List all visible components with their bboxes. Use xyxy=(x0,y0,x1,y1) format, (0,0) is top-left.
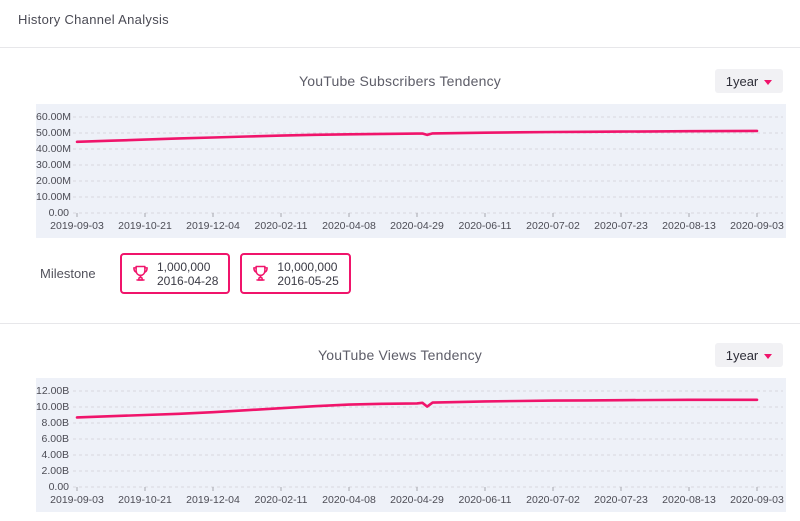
milestone-date: 2016-04-28 xyxy=(157,273,219,288)
page-title: History Channel Analysis xyxy=(18,12,169,27)
x-axis-label: 2020-06-11 xyxy=(458,220,512,232)
views-line-chart[interactable]: 12.00B 10.00B 8.00B 6.00B 4.00B 2.00B 0.00 2019… xyxy=(36,378,786,512)
x-axis-label: 2020-08-13 xyxy=(662,494,716,506)
chevron-down-icon xyxy=(764,79,773,85)
milestone-value: 1,000,000 xyxy=(157,259,211,274)
y-axis-label: 40.00M xyxy=(36,143,72,155)
y-axis-label: 6.00B xyxy=(41,433,69,445)
x-axis-label: 2020-06-11 xyxy=(458,494,512,506)
range-selector-value: 1year xyxy=(725,73,759,89)
header-divider xyxy=(0,47,800,48)
data-series-line xyxy=(75,398,759,419)
x-axis-label: 2019-12-04 xyxy=(186,494,240,506)
subscribers-range-selector[interactable]: 1year xyxy=(715,69,783,93)
y-axis-label: 50.00M xyxy=(36,127,72,139)
subscribers-line-chart[interactable]: 60.00M 50.00M 40.00M 30.00M 20.00M 10.00M 0.00… xyxy=(36,104,786,238)
x-axis-label: 2020-07-23 xyxy=(594,494,648,506)
data-series-line xyxy=(75,129,759,144)
x-axis-label: 2019-09-03 xyxy=(50,220,104,232)
chart-canvas xyxy=(73,116,783,217)
y-axis-label: 20.00M xyxy=(36,175,72,187)
chart-canvas xyxy=(73,390,783,491)
x-axis-label: 2020-02-11 xyxy=(254,220,308,232)
milestone-badges: 1,000,000 2016-04-28 10,000,000 2016-05-25 xyxy=(120,253,351,294)
x-axis-label: 2019-09-03 xyxy=(50,494,104,506)
x-axis-label: 2020-04-29 xyxy=(390,220,444,232)
views-chart-title: YouTube Views Tendency xyxy=(318,347,482,363)
x-axis-label: 2020-09-03 xyxy=(730,220,784,232)
y-axis-label: 30.00M xyxy=(36,159,72,171)
chevron-down-icon xyxy=(764,353,773,359)
x-axis-label: 2020-07-02 xyxy=(526,220,580,232)
y-axis-label: 10.00M xyxy=(36,191,72,203)
milestone-value: 10,000,000 xyxy=(277,259,338,274)
milestone-row: Milestone 1,000,000 2016-04-28 10,000,000 2… xyxy=(0,253,800,295)
x-axis-label: 2020-09-03 xyxy=(730,494,784,506)
milestone-badge: 1,000,000 2016-04-28 xyxy=(120,253,231,294)
y-axis-label: 2.00B xyxy=(41,465,69,477)
x-axis-label: 2019-10-21 xyxy=(118,220,172,232)
subscribers-chart-title: YouTube Subscribers Tendency xyxy=(299,73,501,89)
section-divider xyxy=(0,323,800,324)
x-axis-label: 2019-12-04 xyxy=(186,220,240,232)
views-range-selector[interactable]: 1year xyxy=(715,343,783,367)
x-axis-label: 2020-07-02 xyxy=(526,494,580,506)
x-axis-label: 2020-02-11 xyxy=(254,494,308,506)
y-axis-label: 60.00M xyxy=(36,111,72,123)
x-axis-label: 2020-08-13 xyxy=(662,220,716,232)
x-axis-label: 2020-04-29 xyxy=(390,494,444,506)
x-axis-label: 2020-07-23 xyxy=(594,220,648,232)
range-selector-value: 1year xyxy=(725,347,759,363)
x-axis-label: 2020-04-08 xyxy=(322,220,376,232)
milestone-label: Milestone xyxy=(40,266,96,281)
milestone-date: 2016-05-25 xyxy=(277,273,339,288)
x-axis-label: 2020-04-08 xyxy=(322,494,376,506)
y-axis-label: 12.00B xyxy=(36,385,70,397)
y-axis-label: 0.00 xyxy=(48,481,69,493)
y-axis-label: 8.00B xyxy=(41,417,69,429)
y-axis-label: 4.00B xyxy=(41,449,69,461)
x-axis-label: 2019-10-21 xyxy=(118,494,172,506)
trophy-icon xyxy=(253,265,269,281)
milestone-badge: 10,000,000 2016-05-25 xyxy=(240,253,351,294)
y-axis-label: 0.00 xyxy=(48,207,69,219)
y-axis-label: 10.00B xyxy=(36,401,70,413)
trophy-icon xyxy=(133,265,148,281)
